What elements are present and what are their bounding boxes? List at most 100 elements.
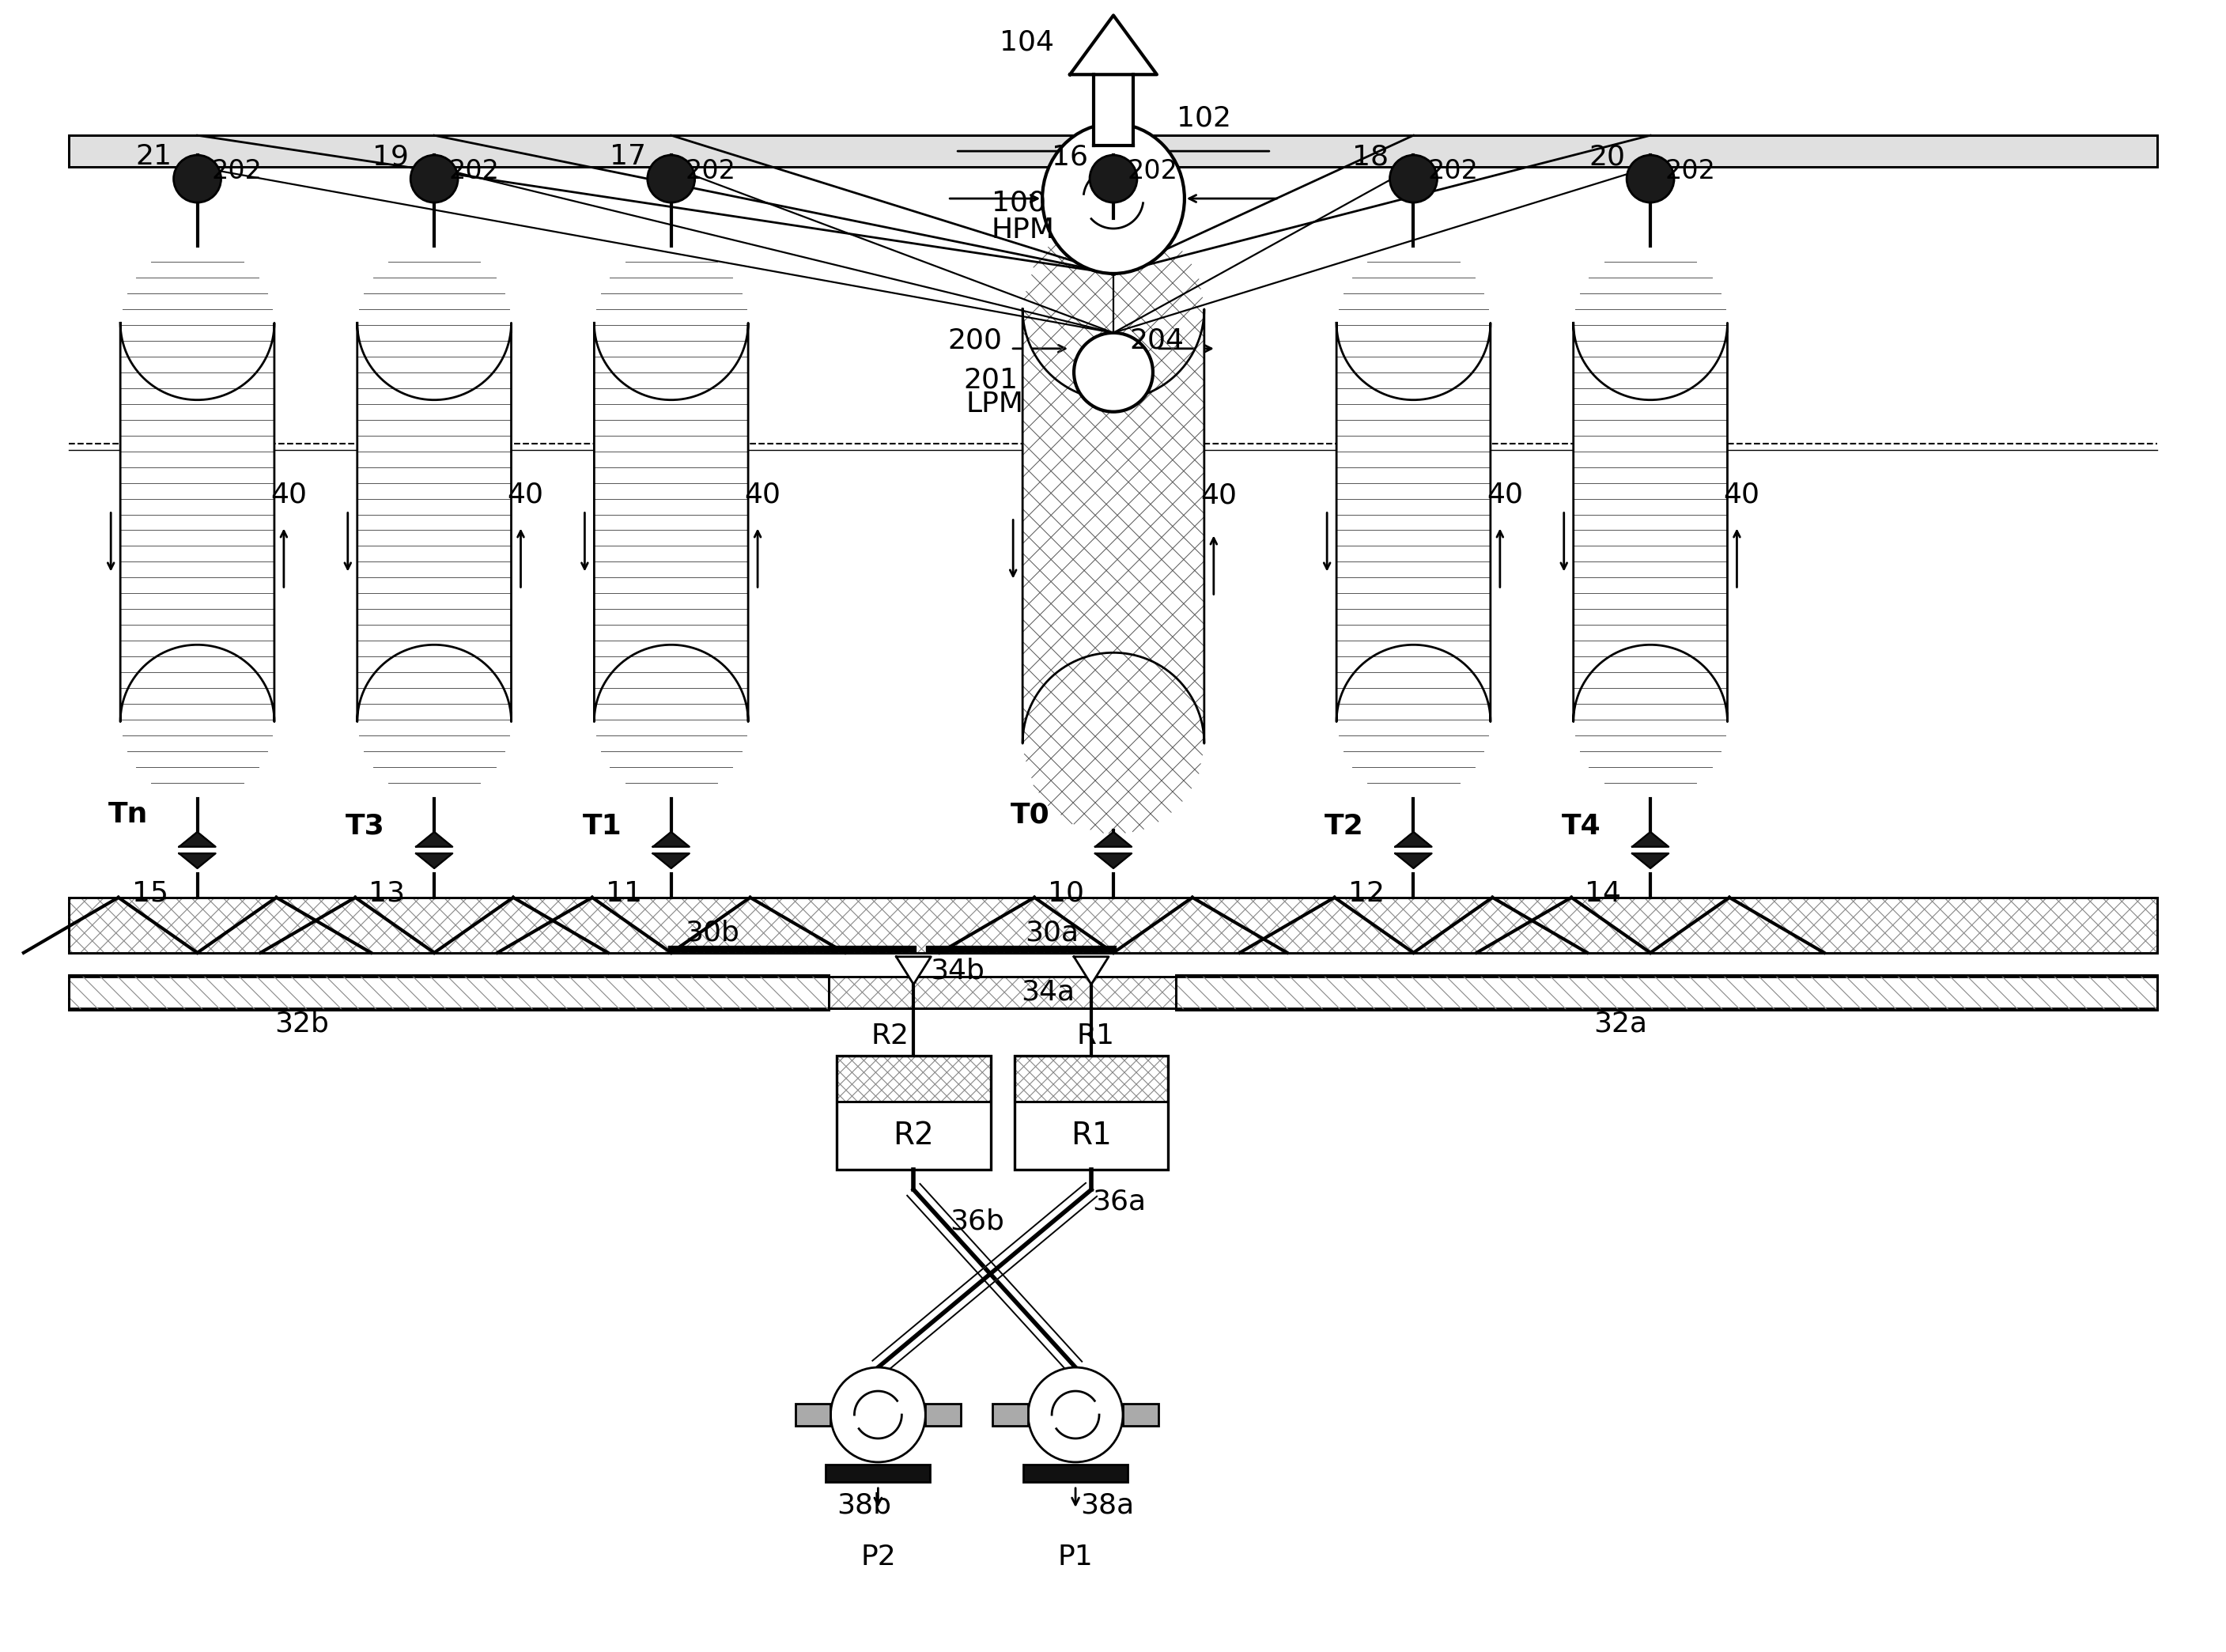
Polygon shape <box>652 833 690 847</box>
Polygon shape <box>178 833 216 847</box>
Bar <box>69 975 828 1009</box>
Bar <box>1175 975 2157 1009</box>
Bar <box>993 1404 1028 1426</box>
Text: 20: 20 <box>1589 144 1625 170</box>
Polygon shape <box>652 854 690 869</box>
Polygon shape <box>897 957 930 985</box>
Text: 202: 202 <box>211 159 263 183</box>
Text: 38b: 38b <box>837 1492 890 1520</box>
Polygon shape <box>1073 957 1109 985</box>
Ellipse shape <box>1042 124 1184 274</box>
Text: 36a: 36a <box>1093 1188 1146 1214</box>
Text: 202: 202 <box>1129 159 1178 183</box>
Text: 202: 202 <box>1427 159 1478 183</box>
Text: 14: 14 <box>1585 881 1621 907</box>
Circle shape <box>1028 1368 1122 1462</box>
Text: T4: T4 <box>1563 813 1600 839</box>
Text: 10: 10 <box>1048 881 1084 907</box>
Text: 34a: 34a <box>1022 978 1075 1006</box>
Text: R1: R1 <box>1071 1120 1111 1150</box>
Bar <box>826 1465 930 1482</box>
Text: 204: 204 <box>1129 327 1184 354</box>
Text: 16: 16 <box>1051 144 1089 170</box>
Polygon shape <box>356 322 512 722</box>
Text: 104: 104 <box>999 28 1053 56</box>
Bar <box>837 1056 991 1102</box>
Text: T3: T3 <box>345 813 385 839</box>
Text: 40: 40 <box>1487 481 1523 509</box>
Polygon shape <box>1095 833 1131 847</box>
Text: 32a: 32a <box>1594 1011 1647 1037</box>
Bar <box>837 1056 991 1170</box>
Bar <box>69 976 2157 1008</box>
Circle shape <box>1389 155 1438 203</box>
Bar <box>69 976 2157 1008</box>
Text: 202: 202 <box>686 159 737 183</box>
Bar <box>1015 1056 1169 1170</box>
Bar <box>1015 1056 1169 1102</box>
Text: 34b: 34b <box>930 958 984 985</box>
Text: 201: 201 <box>964 367 1017 393</box>
Polygon shape <box>1574 322 1727 722</box>
Bar <box>795 1404 830 1426</box>
Polygon shape <box>1632 833 1670 847</box>
Text: R1: R1 <box>1075 1023 1115 1049</box>
Bar <box>1015 1056 1169 1102</box>
Text: 11: 11 <box>605 881 641 907</box>
Polygon shape <box>1632 854 1670 869</box>
Polygon shape <box>1396 854 1431 869</box>
Text: 100: 100 <box>991 188 1046 216</box>
Text: 202: 202 <box>1665 159 1716 183</box>
Bar <box>1024 1465 1129 1482</box>
Circle shape <box>830 1368 926 1462</box>
Circle shape <box>648 155 695 203</box>
Polygon shape <box>1336 322 1491 722</box>
Text: 30b: 30b <box>686 920 739 947</box>
Text: 102: 102 <box>1178 104 1231 132</box>
Text: LPM: LPM <box>966 390 1024 418</box>
Text: 36b: 36b <box>951 1208 1004 1234</box>
Text: T1: T1 <box>583 813 621 839</box>
Text: 12: 12 <box>1349 881 1385 907</box>
Bar <box>837 1056 991 1102</box>
Text: 200: 200 <box>948 327 1002 354</box>
Bar <box>69 135 2157 167</box>
Bar <box>69 135 2157 167</box>
Text: 38a: 38a <box>1080 1492 1133 1520</box>
Text: P2: P2 <box>861 1543 895 1571</box>
Circle shape <box>1091 155 1137 203</box>
Text: 32b: 32b <box>274 1011 329 1037</box>
Polygon shape <box>1095 854 1131 869</box>
Text: P1: P1 <box>1057 1543 1093 1571</box>
Text: 40: 40 <box>508 481 543 509</box>
Text: 30a: 30a <box>1024 920 1080 947</box>
Polygon shape <box>178 854 216 869</box>
Polygon shape <box>594 322 748 722</box>
Polygon shape <box>120 322 274 722</box>
Polygon shape <box>1396 833 1431 847</box>
Text: R2: R2 <box>870 1023 908 1049</box>
Polygon shape <box>1071 15 1158 74</box>
Text: 40: 40 <box>1723 481 1761 509</box>
Bar <box>69 975 828 1009</box>
Text: Tn: Tn <box>109 801 149 828</box>
Circle shape <box>1627 155 1674 203</box>
Circle shape <box>174 155 220 203</box>
Text: 18: 18 <box>1351 144 1389 170</box>
Bar <box>1175 975 2157 1009</box>
Polygon shape <box>416 854 452 869</box>
Bar <box>69 897 2157 953</box>
Bar <box>1093 74 1133 145</box>
Text: 40: 40 <box>743 481 781 509</box>
Text: 40: 40 <box>269 481 307 509</box>
Text: R2: R2 <box>893 1120 935 1150</box>
Circle shape <box>410 155 459 203</box>
Bar <box>926 1404 962 1426</box>
Text: T2: T2 <box>1324 813 1365 839</box>
Text: 17: 17 <box>610 144 646 170</box>
Bar <box>1122 1404 1158 1426</box>
Polygon shape <box>1022 309 1204 743</box>
Text: T0: T0 <box>1011 801 1051 828</box>
Text: 13: 13 <box>370 881 405 907</box>
Bar <box>69 897 2157 953</box>
